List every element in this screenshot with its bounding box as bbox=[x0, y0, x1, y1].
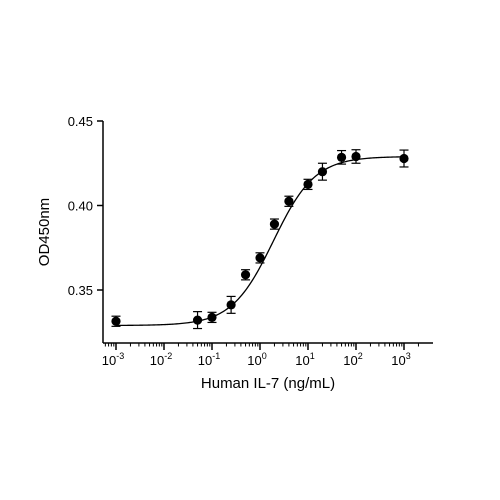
y-tick-label: 0.45 bbox=[68, 114, 93, 129]
data-point-group bbox=[399, 149, 409, 168]
y-tick-label: 0.40 bbox=[68, 199, 93, 214]
y-ticks: 0.35 0.40 0.45 bbox=[68, 114, 103, 298]
data-point-group bbox=[255, 252, 265, 264]
x-tick-label: 10-2 bbox=[150, 351, 172, 368]
data-point-group bbox=[240, 269, 251, 281]
y-axis: 0.35 0.40 0.45 bbox=[68, 114, 104, 343]
x-tick-label: 100 bbox=[247, 351, 266, 368]
data-point bbox=[399, 153, 409, 164]
x-tick-label: 101 bbox=[295, 351, 314, 368]
y-axis-title: OD450nm bbox=[36, 198, 53, 266]
data-point bbox=[269, 219, 280, 229]
data-point bbox=[240, 270, 251, 280]
data-point bbox=[255, 253, 265, 263]
x-tick-label: 102 bbox=[343, 351, 362, 368]
data-point bbox=[317, 167, 328, 177]
data-point bbox=[336, 152, 347, 162]
data-point-group bbox=[269, 218, 280, 230]
x-axis-title: Human IL-7 (ng/mL) bbox=[201, 375, 335, 392]
x-tick-label: 10-3 bbox=[102, 351, 124, 368]
data-point bbox=[111, 316, 121, 326]
fit-curve bbox=[116, 156, 405, 327]
data-point bbox=[226, 300, 236, 310]
data-point-group bbox=[284, 195, 294, 207]
x-ticks: 10-3 10-2 10-1 100 101 102 103 bbox=[102, 343, 419, 368]
x-axis: 10-3 10-2 10-1 100 101 102 103 bbox=[102, 342, 433, 368]
x-tick-label: 103 bbox=[391, 351, 410, 368]
data-point bbox=[351, 151, 361, 162]
data-point-group bbox=[192, 311, 203, 330]
data-point bbox=[192, 315, 203, 325]
data-point-group bbox=[111, 315, 121, 327]
data-point bbox=[303, 179, 313, 189]
data-point-group bbox=[317, 162, 328, 181]
x-tick-label: 10-1 bbox=[198, 351, 220, 368]
data-point-group bbox=[226, 295, 236, 314]
data-point bbox=[284, 196, 294, 206]
data-point bbox=[207, 312, 217, 322]
data-point-group bbox=[207, 311, 217, 324]
data-point-group bbox=[336, 149, 347, 165]
data-point-group bbox=[351, 149, 361, 164]
data-points bbox=[111, 149, 409, 330]
y-tick-label: 0.35 bbox=[68, 283, 93, 298]
data-point-group bbox=[303, 178, 313, 191]
